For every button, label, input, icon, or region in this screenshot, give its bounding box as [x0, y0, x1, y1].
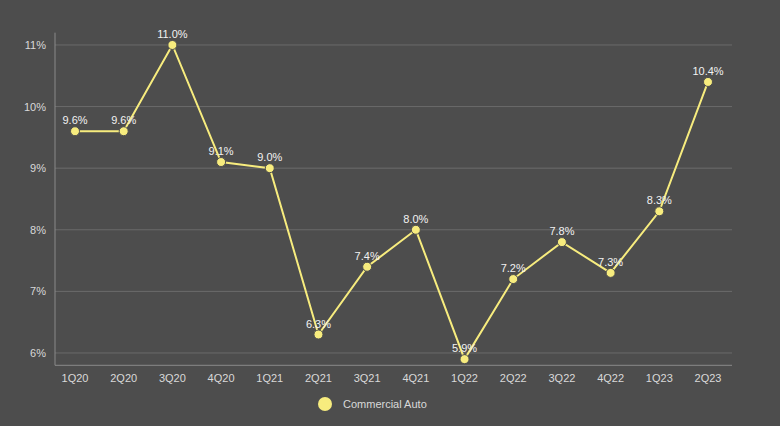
x-tick-label: 1Q23: [646, 372, 673, 384]
data-label: 10.4%: [692, 65, 723, 77]
data-point: [217, 158, 226, 167]
x-tick-label: 1Q20: [62, 372, 89, 384]
data-point: [411, 225, 420, 234]
data-label: 6.3%: [306, 318, 331, 330]
data-point: [71, 127, 80, 136]
data-label: 9.0%: [257, 151, 282, 163]
chart-container: 6% 7% 8% 9% 10% 11% 1Q20 2Q20 3Q20 4Q20 1Q21 2Q21 3Q…: [0, 0, 780, 426]
data-point: [265, 164, 274, 173]
x-tick-label: 4Q22: [597, 372, 624, 384]
x-tick-label: 2Q22: [500, 372, 527, 384]
data-label: 7.2%: [501, 262, 526, 274]
y-tick-label: 9%: [30, 162, 46, 174]
y-tick-label: 11%: [25, 39, 46, 51]
y-tick-label: 6%: [30, 347, 46, 359]
data-label: 8.0%: [403, 213, 428, 225]
grid-line: [55, 229, 732, 230]
x-tick-label: 2Q21: [305, 372, 332, 384]
data-point: [168, 40, 177, 49]
data-label: 7.4%: [355, 250, 380, 262]
data-point: [606, 268, 615, 277]
data-label: 7.3%: [598, 256, 623, 268]
x-tick-label: 1Q21: [256, 372, 283, 384]
x-axis-line: [55, 365, 732, 366]
grid-line: [55, 352, 732, 353]
grid-line: [55, 44, 732, 45]
grid-line: [55, 291, 732, 292]
x-tick-label: 3Q22: [548, 372, 575, 384]
x-tick-label: 2Q23: [695, 372, 722, 384]
chart-svg: 6% 7% 8% 9% 10% 11% 1Q20 2Q20 3Q20 4Q20 1Q21 2Q21 3Q…: [0, 0, 780, 426]
data-label: 5.9%: [452, 342, 477, 354]
data-point: [655, 207, 664, 216]
data-label: 9.1%: [209, 145, 234, 157]
legend: Commercial Auto: [318, 397, 427, 411]
x-tick-label: 2Q20: [110, 372, 137, 384]
grid-line: [55, 106, 732, 107]
data-point: [557, 238, 566, 247]
data-label: 7.8%: [549, 225, 574, 237]
background: [0, 0, 780, 426]
data-point: [363, 262, 372, 271]
data-label: 11.0%: [157, 28, 188, 40]
plot-area: [71, 40, 713, 363]
x-tick-label: 1Q22: [451, 372, 478, 384]
data-labels: 9.6% 9.6% 11.0% 9.1% 9.0% 6.3% 7.4% 8.0% 5.9% 7.2…: [62, 28, 723, 354]
series-line: [75, 45, 708, 359]
x-tick-label: 3Q21: [354, 372, 381, 384]
x-tick-label: 3Q20: [159, 372, 186, 384]
x-tick-label: 4Q21: [402, 372, 429, 384]
y-tick-label: 10%: [24, 101, 46, 113]
x-tick-label: 4Q20: [208, 372, 235, 384]
data-point: [704, 77, 713, 86]
legend-label: Commercial Auto: [343, 398, 427, 410]
data-label: 9.6%: [111, 114, 136, 126]
y-tick-label: 8%: [30, 224, 46, 236]
data-label: 8.3%: [647, 194, 672, 206]
data-point: [119, 127, 128, 136]
data-point: [314, 330, 323, 339]
y-tick-label: 7%: [30, 285, 46, 297]
grid-line: [55, 168, 732, 169]
data-label: 9.6%: [62, 114, 87, 126]
data-point: [460, 355, 469, 364]
data-point: [509, 275, 518, 284]
y-axis-line: [55, 33, 56, 366]
legend-marker: [318, 397, 332, 411]
